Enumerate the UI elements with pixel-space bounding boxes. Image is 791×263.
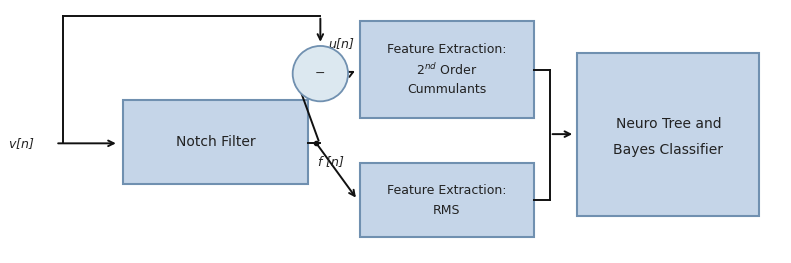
Text: Feature Extraction:: Feature Extraction: <box>387 43 507 57</box>
Text: $u$[n]: $u$[n] <box>328 36 355 51</box>
Text: Cummulants: Cummulants <box>407 83 486 96</box>
FancyBboxPatch shape <box>360 163 534 237</box>
Text: Notch Filter: Notch Filter <box>176 135 255 149</box>
Text: 2$^{nd}$ Order: 2$^{nd}$ Order <box>416 62 478 78</box>
Text: Bayes Classifier: Bayes Classifier <box>613 143 724 157</box>
Text: RMS: RMS <box>433 204 460 217</box>
FancyBboxPatch shape <box>360 21 534 118</box>
Text: −: − <box>315 67 326 80</box>
Ellipse shape <box>293 46 348 101</box>
Text: $f$ [n]: $f$ [n] <box>316 154 344 169</box>
Text: $v$[n]: $v$[n] <box>8 136 34 151</box>
Text: Feature Extraction:: Feature Extraction: <box>387 184 507 197</box>
FancyBboxPatch shape <box>123 100 308 184</box>
Text: Neuro Tree and: Neuro Tree and <box>615 117 721 131</box>
FancyBboxPatch shape <box>577 53 759 216</box>
